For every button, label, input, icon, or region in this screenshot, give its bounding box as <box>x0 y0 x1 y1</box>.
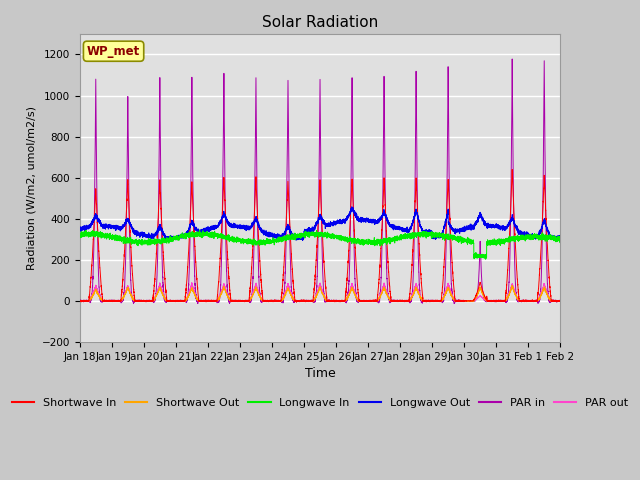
Y-axis label: Radiation (W/m2, umol/m2/s): Radiation (W/m2, umol/m2/s) <box>26 106 36 270</box>
Text: WP_met: WP_met <box>87 45 140 58</box>
Title: Solar Radiation: Solar Radiation <box>262 15 378 30</box>
X-axis label: Time: Time <box>305 367 335 380</box>
Legend: Shortwave In, Shortwave Out, Longwave In, Longwave Out, PAR in, PAR out: Shortwave In, Shortwave Out, Longwave In… <box>7 394 633 412</box>
